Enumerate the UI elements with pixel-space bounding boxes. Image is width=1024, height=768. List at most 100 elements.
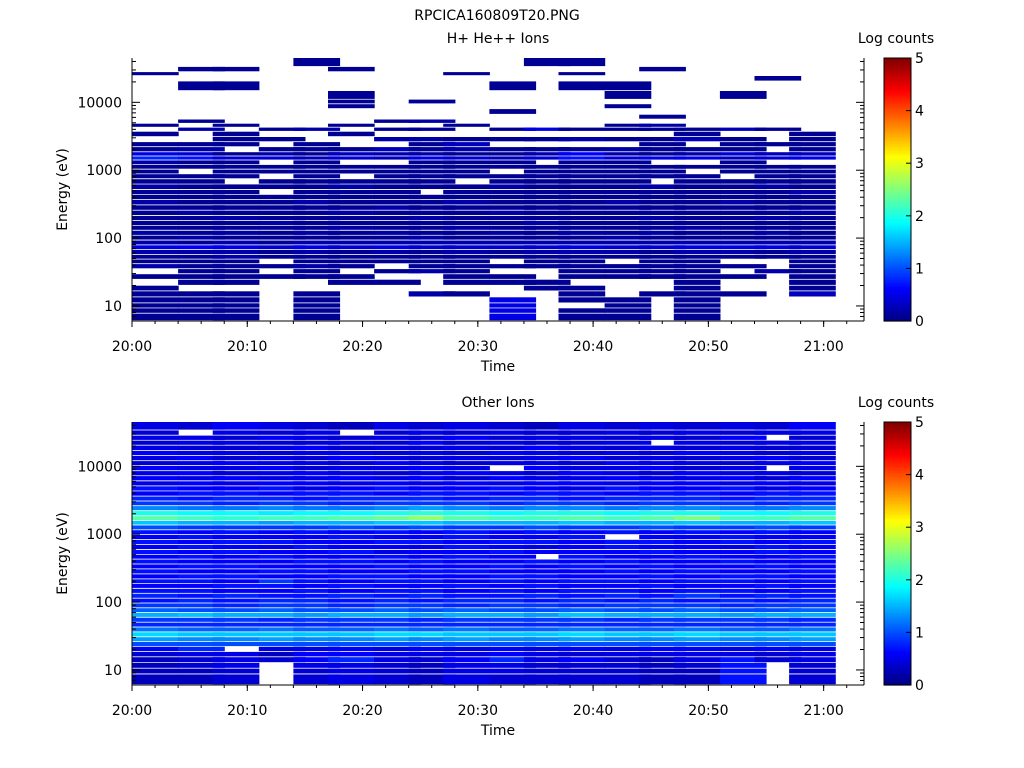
heatmap-cell [293, 250, 341, 254]
heatmap-cell [374, 127, 421, 131]
heatmap-cell [673, 486, 721, 491]
heatmap-cell [489, 200, 537, 205]
heatmap-cell [489, 216, 537, 221]
heatmap-cell [443, 250, 490, 254]
heatmap-cell [178, 259, 225, 264]
heatmap-cell [754, 651, 802, 657]
colorbar-segment [884, 130, 911, 134]
heatmap-cell [719, 430, 767, 435]
heatmap-cell [212, 279, 260, 285]
heatmap-cell [443, 466, 490, 471]
heatmap-cell [408, 164, 456, 169]
heatmap-cell [374, 544, 421, 549]
heatmap-cell [558, 264, 606, 269]
heatmap-cell [604, 174, 652, 179]
colorbar-segment [884, 634, 911, 638]
heatmap-cell [293, 422, 341, 430]
colorbar-segment [884, 156, 911, 160]
heatmap-cell [558, 657, 606, 663]
heatmap-cell [604, 250, 652, 254]
heatmap-cell [719, 179, 767, 184]
y-tick-label: 10000 [77, 459, 122, 475]
heatmap-cell [489, 569, 537, 574]
heatmap-cell [523, 254, 571, 259]
heatmap-cell [673, 530, 721, 535]
heatmap-cell [789, 466, 836, 471]
heatmap-cell [673, 471, 721, 476]
heatmap-cell [212, 668, 260, 674]
heatmap-cell [212, 535, 260, 539]
heatmap-cell [719, 194, 767, 200]
heatmap-cell [212, 164, 260, 169]
colorbar-segment [884, 564, 911, 568]
colorbar-segment [884, 546, 911, 550]
heatmap-cell [132, 554, 179, 559]
heatmap-cell [443, 598, 490, 603]
heatmap-cell [604, 637, 652, 642]
heatmap-cell [132, 579, 179, 584]
heatmap-cell [132, 539, 179, 544]
heatmap-cell [293, 169, 341, 174]
heatmap-cell [719, 250, 767, 254]
heatmap-cell [523, 440, 571, 445]
heatmap-cell [132, 216, 179, 221]
heatmap-cell [178, 549, 225, 554]
heatmap-cell [639, 641, 686, 647]
colorbar-segment [884, 235, 911, 239]
colorbar-segment [884, 123, 911, 127]
heatmap-cell [328, 225, 375, 230]
colorbar-tick-label: 5 [915, 415, 924, 431]
heatmap-cell [673, 205, 721, 210]
heatmap-cell [178, 269, 225, 274]
heatmap-cell [212, 525, 260, 530]
heatmap-cell [408, 574, 456, 579]
heatmap-cell [719, 603, 767, 608]
heatmap-cell [558, 632, 606, 637]
heatmap-cell [789, 164, 836, 169]
heatmap-cell [604, 564, 652, 569]
heatmap-cell [558, 506, 606, 511]
heatmap-cell [178, 564, 225, 569]
heatmap-cell [293, 297, 341, 303]
heatmap-cell [558, 598, 606, 603]
heatmap-cell [489, 471, 537, 476]
heatmap-cell [558, 486, 606, 491]
colorbar-segment [884, 446, 911, 449]
colorbar-segment [884, 182, 911, 186]
heatmap-cell [604, 481, 652, 486]
heatmap-cell [293, 430, 341, 435]
heatmap-cell [212, 230, 260, 235]
heatmap-cell [328, 440, 375, 445]
heatmap-cell [132, 486, 179, 491]
colorbar-label: Log counts [858, 395, 934, 411]
heatmap-cell [374, 491, 421, 496]
heatmap-cell [604, 651, 652, 657]
heatmap-cell [212, 608, 260, 613]
colorbar-segment [884, 79, 911, 83]
heatmap-cell [293, 259, 341, 264]
colorbar-segment [884, 555, 911, 559]
heatmap-cell [443, 612, 490, 617]
heatmap-cell [132, 313, 179, 321]
heatmap-cell [258, 194, 306, 200]
heatmap-cell [328, 466, 375, 471]
heatmap-cell [443, 156, 490, 160]
heatmap-cell [489, 230, 537, 235]
colorbar-segment [884, 174, 911, 177]
colorbar-segment [884, 145, 911, 149]
heatmap-cell [132, 220, 179, 225]
heatmap-cell [789, 422, 836, 430]
heatmap-cell [639, 471, 686, 476]
colorbar-segment [884, 428, 911, 432]
heatmap-cell [604, 147, 652, 152]
heatmap-cell [719, 530, 767, 535]
heatmap-cell [212, 200, 260, 205]
heatmap-cell [328, 131, 375, 137]
heatmap-cell [789, 461, 836, 466]
heatmap-cell [754, 194, 802, 200]
heatmap-cell [489, 461, 537, 466]
heatmap-cell [558, 662, 606, 668]
colorbar-segment [884, 623, 911, 627]
